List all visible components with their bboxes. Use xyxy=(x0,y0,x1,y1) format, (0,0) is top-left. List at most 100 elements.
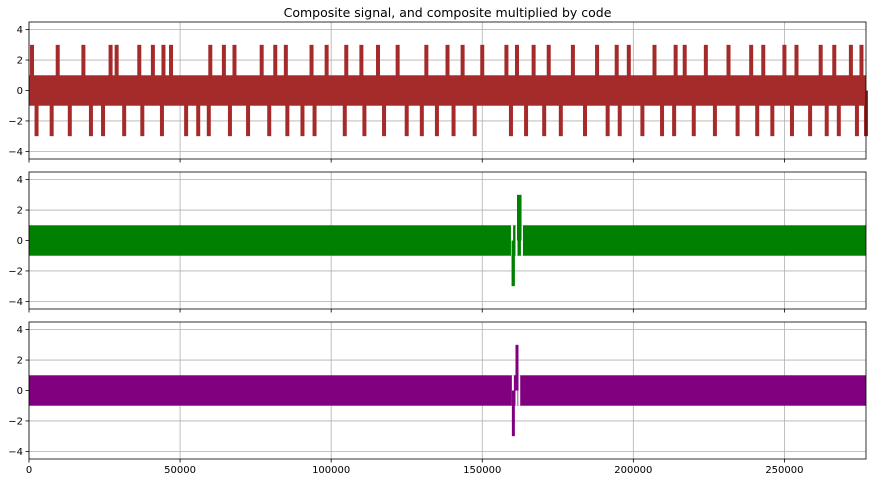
signal-spike-up xyxy=(169,44,174,91)
signal-band xyxy=(29,225,866,256)
signal-spike-up xyxy=(682,44,687,91)
signal-spike-down xyxy=(267,90,272,137)
signal-spike-down xyxy=(755,90,760,137)
signal-spike-up xyxy=(848,44,853,91)
y-tick-label: 4 xyxy=(17,175,23,186)
signal-spike-down xyxy=(101,90,106,137)
signal-spike-down xyxy=(300,90,305,137)
signal-spike-up xyxy=(570,44,575,91)
x-tick-label: 250000 xyxy=(765,465,803,476)
y-tick-label: 0 xyxy=(17,386,23,397)
signal-spike-up xyxy=(480,44,485,91)
signal-spike-up xyxy=(359,44,364,91)
signal-spike-down xyxy=(342,90,347,137)
signal-spike xyxy=(511,240,515,287)
signal-spike-down xyxy=(640,90,645,137)
axes-panel-1: −4 −2 0 2 4 xyxy=(8,21,868,163)
signal-spike-down xyxy=(246,90,251,137)
signal-spike-up xyxy=(546,44,551,91)
signal-spike-up xyxy=(208,44,213,91)
signal-spike-down xyxy=(836,90,841,137)
signal-spike-up xyxy=(424,44,429,91)
signal-spike-down xyxy=(159,90,164,137)
y-tick-label: −4 xyxy=(8,447,23,458)
signal-spike-up xyxy=(114,44,119,91)
signal-spike-up xyxy=(794,44,799,91)
y-tick-label: 4 xyxy=(17,25,23,36)
signal-spike-down xyxy=(789,90,794,137)
signal-spike-up xyxy=(782,44,787,91)
signal-spike xyxy=(515,344,519,391)
x-tick-label: 200000 xyxy=(614,465,652,476)
signal-spike-down xyxy=(312,90,317,137)
signal-gap xyxy=(515,225,518,256)
signal-spike-up xyxy=(460,44,465,91)
y-tick-label: −4 xyxy=(8,147,23,158)
signal-spike-down xyxy=(582,90,587,137)
signal-spike-down xyxy=(691,90,696,137)
signal-spike-down xyxy=(824,90,829,137)
signal-spike-up xyxy=(161,44,166,91)
signal-spike-up xyxy=(376,44,381,91)
signal-spike-down xyxy=(140,90,145,137)
signal-spike-up xyxy=(726,44,731,91)
signal-spike-down xyxy=(854,90,859,137)
y-tick-label: 0 xyxy=(17,86,23,97)
signal-spike-up xyxy=(832,44,837,91)
signal-spike-down xyxy=(206,90,211,137)
y-tick-label: 4 xyxy=(17,325,23,336)
signal-spike-up xyxy=(514,44,519,91)
signal-spike-down xyxy=(808,90,813,137)
signal-spike-up xyxy=(309,44,314,91)
signal-spike-up xyxy=(324,44,329,91)
y-tick-label: −2 xyxy=(8,417,23,428)
signal-spike-up xyxy=(137,44,142,91)
signal-spike-up xyxy=(221,44,226,91)
x-tick-label: 0 xyxy=(26,465,32,476)
signal-spike-down xyxy=(404,90,409,137)
y-tick-label: 0 xyxy=(17,236,23,247)
y-tick-label: −2 xyxy=(8,117,23,128)
signal-spike-up xyxy=(595,44,600,91)
signal-spike-up xyxy=(531,44,536,91)
signal-spike-up xyxy=(283,44,288,91)
signal-spike-down xyxy=(122,90,127,137)
signal-spike-down xyxy=(451,90,456,137)
signal-spike-down xyxy=(524,90,529,137)
signal-spike-up xyxy=(859,44,864,91)
signal-spike-up xyxy=(55,44,60,91)
signal-spike-down xyxy=(382,90,387,137)
x-tick-label: 100000 xyxy=(312,465,350,476)
y-tick-label: 2 xyxy=(17,56,23,67)
signal-spike-down xyxy=(735,90,740,137)
signal-spike-down xyxy=(508,90,513,137)
signal-spike-down xyxy=(419,90,424,137)
signal-spike-down xyxy=(605,90,610,137)
signal-spike-down xyxy=(196,90,201,137)
axes-panel-2: −4 −2 0 2 4 xyxy=(8,171,867,313)
signal-spike-up xyxy=(232,44,237,91)
signal-spike-up xyxy=(818,44,823,91)
signal-spike xyxy=(511,390,515,437)
y-tick-label: 2 xyxy=(17,356,23,367)
signal-spike-up xyxy=(504,44,509,91)
signal-spike xyxy=(516,194,522,241)
x-tick-label: 50000 xyxy=(164,465,196,476)
signal-spike-up xyxy=(81,44,86,91)
signal-spike-up xyxy=(273,44,278,91)
x-tick-label: 150000 xyxy=(463,465,501,476)
signal-spike-down xyxy=(617,90,622,137)
signal-gap xyxy=(520,225,523,256)
axes-panel-3: −4 −2 0 2 4 0 50000 100000 150000 200000 250000 xyxy=(8,321,867,476)
y-tick-label: 2 xyxy=(17,206,23,217)
signal-spike-up xyxy=(749,44,754,91)
signal-spike-up xyxy=(259,44,264,91)
signal-spike-up xyxy=(673,44,678,91)
signal-spike-down xyxy=(88,90,93,137)
signal-spike-up xyxy=(395,44,400,91)
signal-spike-down xyxy=(472,90,477,137)
signal-spike-down xyxy=(660,90,665,137)
signal-spike-up xyxy=(761,44,766,91)
signal-spike-down xyxy=(558,90,563,137)
